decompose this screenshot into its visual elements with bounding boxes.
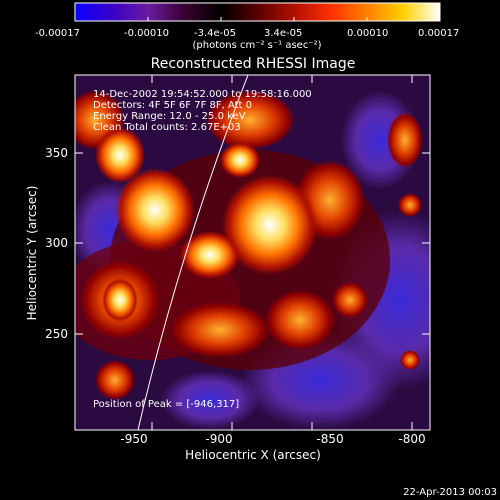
y-axis-label: Heliocentric Y (arcsec) <box>25 186 39 321</box>
y-tick-label: 300 <box>45 236 68 250</box>
colorbar-ticks <box>74 17 441 21</box>
x-tick-label: -850 <box>316 432 343 446</box>
x-tick-label: -900 <box>205 432 232 446</box>
plot-frame <box>74 74 431 431</box>
colorbar-tick-label: -0.00010 <box>124 28 169 39</box>
colorbar-tick-label: -3.4e-05 <box>194 28 236 39</box>
y-ticks <box>75 152 430 335</box>
colorbar <box>74 2 441 22</box>
x-axis-label: Heliocentric X (arcsec) <box>185 448 321 462</box>
colorbar-units: (photons cm⁻² s⁻¹ asec⁻²) <box>192 40 321 51</box>
solar-limb-curve <box>137 75 249 430</box>
info-line: Energy Range: 12.0 - 25.0 keV <box>93 111 246 122</box>
colorbar-tick-label: 3.4e-05 <box>264 28 302 39</box>
rhessi-map <box>75 75 430 430</box>
info-line: Detectors: 4F 5F 6F 7F 8F, Att 0 <box>93 100 252 111</box>
colorbar-tick-label: 0.00017 <box>418 28 459 39</box>
image-title: Reconstructed RHESSI Image <box>151 56 356 72</box>
x-tick-label: -950 <box>120 432 147 446</box>
y-tick-label: 250 <box>45 327 68 341</box>
info-line: 14-Dec-2002 19:54:52.000 to 19:58:16.000 <box>93 89 312 100</box>
x-tick-label: -800 <box>398 432 425 446</box>
footer-date: 22-Apr-2013 00:03 <box>403 487 497 498</box>
x-ticks <box>151 75 413 430</box>
y-tick-label: 350 <box>45 146 68 160</box>
colorbar-tick-label: 0.00010 <box>347 28 388 39</box>
peak-label: Position of Peak = [-946,317] <box>93 399 239 410</box>
colorbar-tick-label: -0.00017 <box>35 28 80 39</box>
info-line: Clean Total counts: 2.67E+03 <box>93 122 241 133</box>
